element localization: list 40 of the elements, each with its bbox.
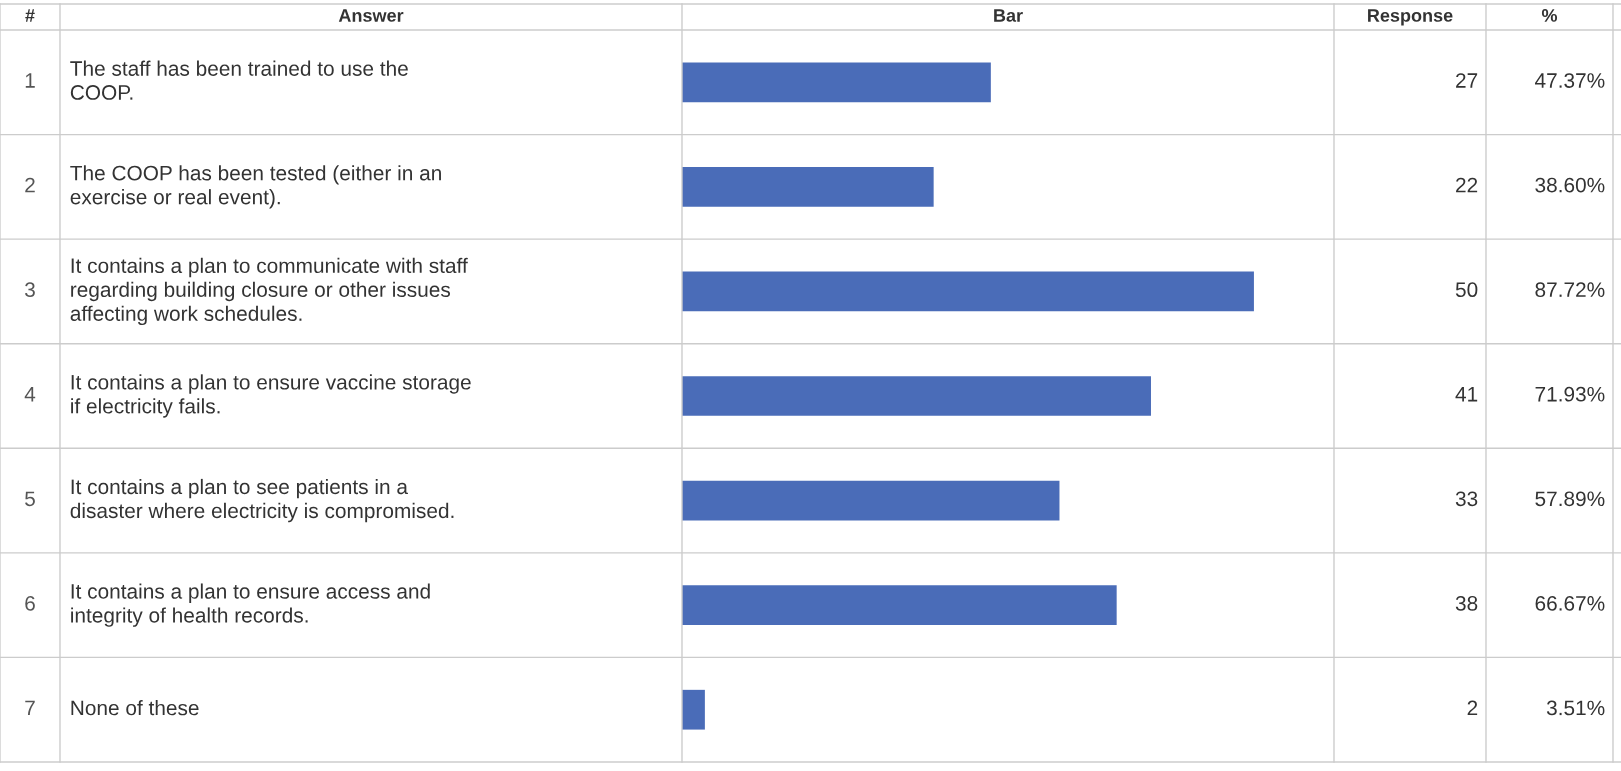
data-label: 38	[1455, 595, 1478, 611]
y-tick-label: It contains a plan to ensure vaccine storage if electricity fails.	[71, 374, 471, 418]
text: #	[25, 9, 35, 22]
text: Response	[1368, 9, 1453, 26]
y-tick-label: It contains a plan to communicate with staff regarding building closure or other issues affecting work schedules.	[70, 257, 468, 326]
y-tick-label: None of these	[71, 700, 199, 716]
data-label: 33	[1455, 491, 1478, 507]
text: 57.89%	[1535, 491, 1605, 507]
text: 7	[25, 700, 35, 716]
bar	[682, 166, 934, 207]
text: 47.37%	[1535, 73, 1605, 88]
text: 71.93%	[1535, 386, 1605, 402]
bar	[682, 62, 991, 103]
y-tick-label: It contains a plan to see patients in a disaster where electricity is compromised.	[70, 478, 454, 523]
text: Answer	[338, 9, 404, 22]
text: %	[1541, 9, 1558, 22]
y-tick-label: The staff has been trained to use the COOP.	[70, 60, 408, 100]
data-label: 22	[1456, 177, 1478, 193]
bar	[682, 271, 1254, 312]
text: 66.67%	[1535, 595, 1605, 611]
bar	[682, 585, 1117, 626]
bar	[682, 480, 1060, 521]
data-label: 41	[1455, 387, 1478, 402]
text: 1	[25, 73, 35, 88]
text: 5	[25, 491, 35, 507]
text: 6	[25, 595, 35, 611]
data-label: 27	[1456, 73, 1478, 88]
text: 3.51%	[1546, 700, 1605, 716]
text: 4	[24, 387, 36, 402]
bar	[682, 689, 705, 730]
data-label: 50	[1455, 282, 1478, 298]
data-label: 2	[1467, 700, 1478, 716]
text: 3	[25, 282, 35, 298]
text: 38.60%	[1535, 177, 1605, 193]
y-tick-label: It contains a plan to ensure access and integrity of health records.	[71, 583, 430, 627]
annotation: Bar	[994, 9, 1023, 22]
text: 2	[25, 177, 35, 193]
y-tick-label: The COOP has been tested (either in an exercise or real event).	[70, 165, 441, 209]
text: 87.72%	[1535, 282, 1605, 298]
bar	[682, 376, 1151, 416]
